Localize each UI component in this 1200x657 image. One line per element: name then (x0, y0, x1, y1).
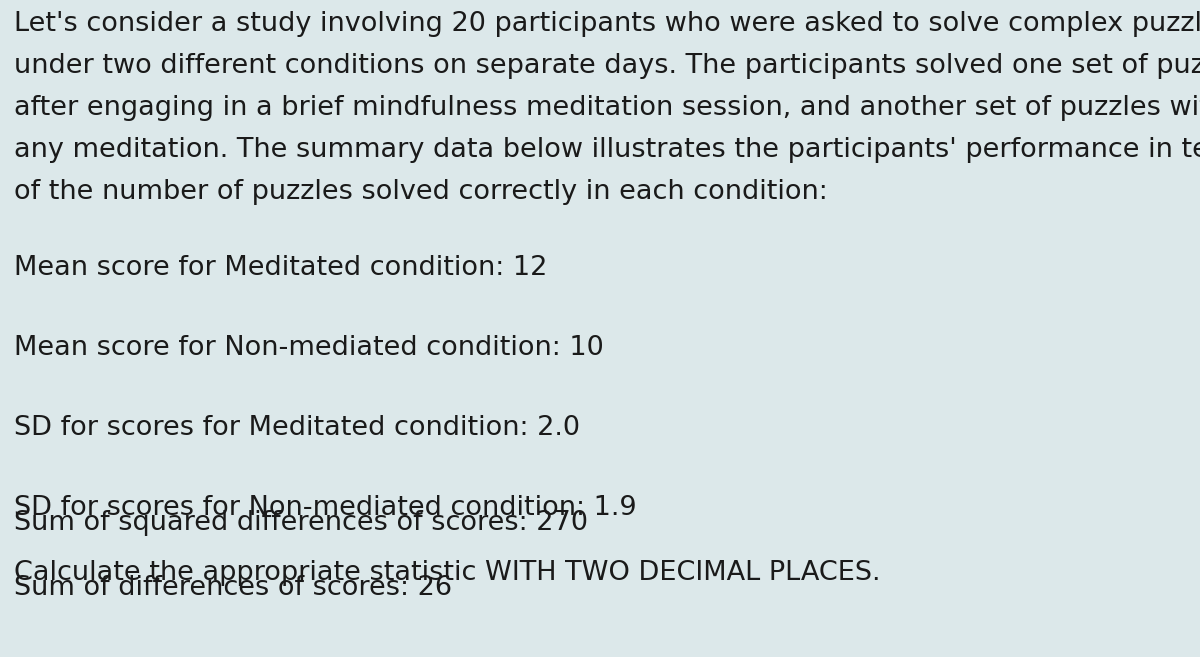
Text: under two different conditions on separate days. The participants solved one set: under two different conditions on separa… (14, 53, 1200, 79)
Text: Let's consider a study involving 20 participants who were asked to solve complex: Let's consider a study involving 20 part… (14, 11, 1200, 37)
Text: any meditation. The summary data below illustrates the participants' performance: any meditation. The summary data below i… (14, 137, 1200, 163)
Text: Mean score for Meditated condition: 12: Mean score for Meditated condition: 12 (14, 255, 547, 281)
Text: Mean score for Non-mediated condition: 10: Mean score for Non-mediated condition: 1… (14, 335, 604, 361)
Text: Calculate the appropriate statistic WITH TWO DECIMAL PLACES.: Calculate the appropriate statistic WITH… (14, 560, 881, 586)
Text: after engaging in a brief mindfulness meditation session, and another set of puz: after engaging in a brief mindfulness me… (14, 95, 1200, 121)
Text: SD for scores for Meditated condition: 2.0: SD for scores for Meditated condition: 2… (14, 415, 580, 441)
Text: SD for scores for Non-mediated condition: 1.9: SD for scores for Non-mediated condition… (14, 495, 637, 521)
Text: Sum of squared differences of scores: 270: Sum of squared differences of scores: 27… (14, 510, 588, 536)
Text: of the number of puzzles solved correctly in each condition:: of the number of puzzles solved correctl… (14, 179, 828, 205)
Text: Sum of differences of scores: 26: Sum of differences of scores: 26 (14, 575, 452, 601)
